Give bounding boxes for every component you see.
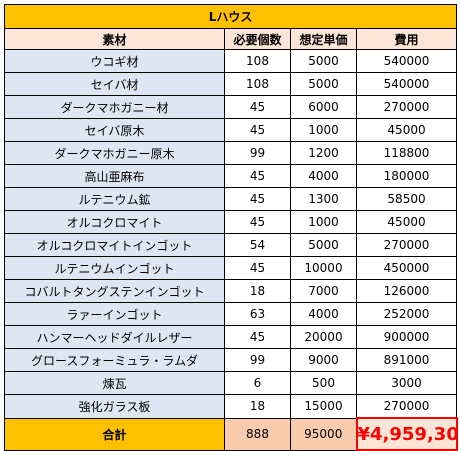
total-quantity: 888 [224,417,291,451]
quantity-cell: 6 [224,371,291,395]
total-label: 合計 [4,417,225,451]
cost-cell: 540000 [355,72,458,96]
material-name-cell: ラァーインゴット [4,302,225,326]
table-row: コバルトタングステンインゴット 18 7000 126000 [4,279,458,303]
material-name-cell: 煉瓦 [4,371,225,395]
quantity-cell: 18 [224,394,291,419]
quantity-cell: 108 [224,49,291,73]
table-title: Lハウス [3,4,458,29]
unit-price-cell: 4000 [290,302,357,326]
unit-price-cell: 9000 [290,348,357,372]
cost-cell: 450000 [355,256,458,280]
unit-price-cell: 15000 [290,394,357,419]
cost-cell: 45000 [355,210,458,234]
unit-price-cell: 1200 [290,141,357,165]
total-unit-price: 95000 [290,417,357,451]
quantity-cell: 45 [224,325,291,349]
table-row: ウコギ材 108 5000 540000 [4,49,458,73]
material-name-cell: オルコクロマイトインゴット [4,233,225,257]
unit-price-cell: 6000 [290,95,357,119]
quantity-cell: 99 [224,141,291,165]
material-name-cell: 強化ガラス板 [4,394,225,419]
quantity-cell: 45 [224,118,291,142]
quantity-cell: 45 [224,95,291,119]
table-row: オルコクロマイト 45 1000 45000 [4,210,458,234]
unit-price-cell: 1000 [290,210,357,234]
material-name-cell: ルテニウム鉱 [4,187,225,211]
material-name-cell: オルコクロマイト [4,210,225,234]
material-cost-table: Lハウス 素材 必要個数 想定単価 費用 ウコギ材 108 5000 540000 セイ… [3,4,458,451]
cost-cell: 252000 [355,302,458,326]
quantity-cell: 45 [224,210,291,234]
unit-price-cell: 5000 [290,72,357,96]
grand-total: ¥4,959,300 [355,417,458,451]
table-row: ラァーインゴット 63 4000 252000 [4,302,458,326]
title-row: Lハウス [3,4,458,29]
table-row: グロースフォーミュラ・ラムダ 99 9000 891000 [4,348,458,372]
cost-cell: 126000 [355,279,458,303]
material-name-cell: セイバ材 [4,72,225,96]
quantity-cell: 45 [224,164,291,188]
cost-cell: 45000 [355,118,458,142]
cost-cell: 891000 [355,348,458,372]
material-name-cell: ダークマホガニー材 [4,95,225,119]
material-name-cell: 高山亜麻布 [4,164,225,188]
cost-cell: 3000 [355,371,458,395]
table-row: セイバ原木 45 1000 45000 [4,118,458,142]
material-name-cell: セイバ原木 [4,118,225,142]
unit-price-cell: 1300 [290,187,357,211]
unit-price-cell: 5000 [290,49,357,73]
cost-cell: 58500 [355,187,458,211]
header-row: 素材 必要個数 想定単価 費用 [4,28,458,50]
unit-price-cell: 500 [290,371,357,395]
material-name-cell: ハンマーヘッドダイルレザー [4,325,225,349]
header-material: 素材 [4,28,225,50]
quantity-cell: 54 [224,233,291,257]
header-quantity: 必要個数 [224,28,291,50]
table-row: ダークマホガニー原木 99 1200 118800 [4,141,458,165]
quantity-cell: 18 [224,279,291,303]
table-row: オルコクロマイトインゴット 54 5000 270000 [4,233,458,257]
unit-price-cell: 5000 [290,233,357,257]
material-name-cell: ルテニウムインゴット [4,256,225,280]
quantity-cell: 108 [224,72,291,96]
table-row: 高山亜麻布 45 4000 180000 [4,164,458,188]
table-row: ハンマーヘッドダイルレザー 45 20000 900000 [4,325,458,349]
quantity-cell: 45 [224,256,291,280]
cost-cell: 270000 [355,394,458,419]
quantity-cell: 45 [224,187,291,211]
unit-price-cell: 1000 [290,118,357,142]
cost-cell: 540000 [355,49,458,73]
material-name-cell: グロースフォーミュラ・ラムダ [4,348,225,372]
material-name-cell: ウコギ材 [4,49,225,73]
cost-cell: 900000 [355,325,458,349]
material-name-cell: コバルトタングステンインゴット [4,279,225,303]
cost-cell: 270000 [355,233,458,257]
material-name-cell: ダークマホガニー原木 [4,141,225,165]
table-row: ルテニウム鉱 45 1300 58500 [4,187,458,211]
table-row: ダークマホガニー材 45 6000 270000 [4,95,458,119]
header-cost: 費用 [355,28,458,50]
table-row: 強化ガラス板 18 15000 270000 [4,394,458,419]
unit-price-cell: 10000 [290,256,357,280]
header-unit-price: 想定単価 [290,28,357,50]
table-row: セイバ材 108 5000 540000 [4,72,458,96]
quantity-cell: 63 [224,302,291,326]
quantity-cell: 99 [224,348,291,372]
table-row: ルテニウムインゴット 45 10000 450000 [4,256,458,280]
unit-price-cell: 7000 [290,279,357,303]
cost-cell: 180000 [355,164,458,188]
table-row: 煉瓦 6 500 3000 [4,371,458,395]
unit-price-cell: 4000 [290,164,357,188]
unit-price-cell: 20000 [290,325,357,349]
cost-cell: 270000 [355,95,458,119]
cost-cell: 118800 [355,141,458,165]
